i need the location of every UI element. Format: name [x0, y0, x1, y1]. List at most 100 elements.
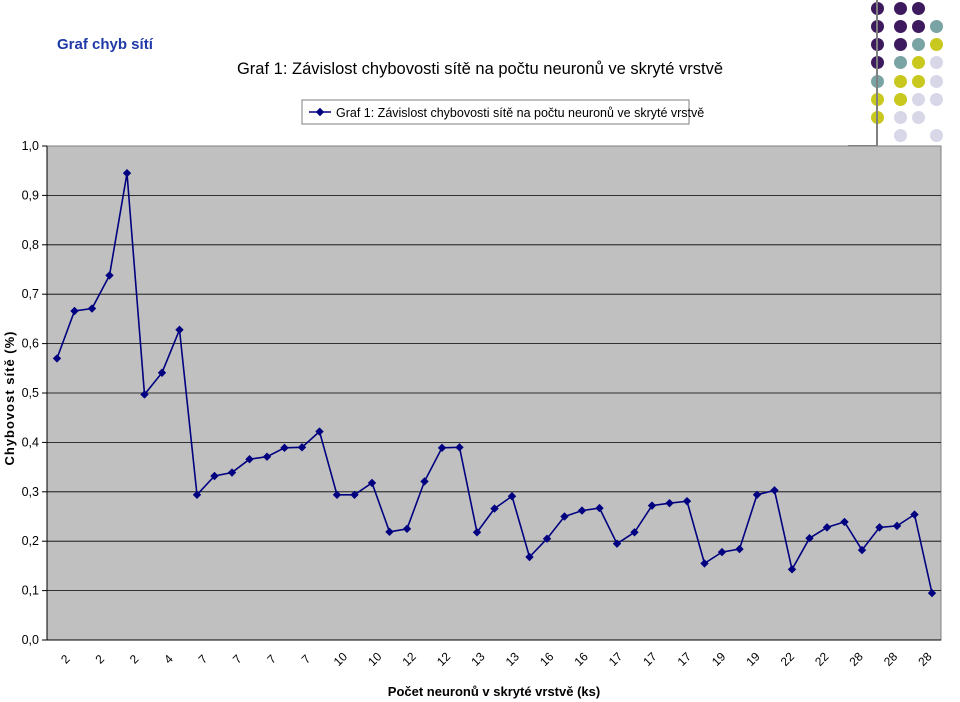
x-tick-label: 19	[743, 649, 763, 669]
data-point	[455, 443, 464, 452]
x-tick-label: 16	[537, 649, 557, 669]
data-point	[770, 486, 779, 495]
legend-marker-swatch	[315, 107, 325, 117]
data-point	[140, 390, 149, 399]
data-point	[227, 468, 237, 477]
data-point	[752, 490, 762, 499]
data-point	[735, 544, 744, 554]
data-point	[822, 523, 832, 532]
decor-dot-lavender	[930, 56, 943, 69]
decor-dot-purple	[912, 20, 925, 33]
x-axis-title: Počet neuronů v skryté vrstvě (ks)	[388, 684, 600, 699]
x-tick-label: 7	[264, 652, 279, 667]
data-point	[717, 547, 727, 557]
y-tick-label: 0,8	[22, 238, 39, 252]
x-tick-label: 12	[400, 649, 420, 669]
data-point	[647, 501, 657, 510]
x-tick-label: 2	[127, 652, 142, 667]
data-point	[280, 443, 289, 453]
data-point	[927, 588, 937, 598]
data-point	[420, 477, 429, 486]
decor-dot-olive	[912, 56, 925, 69]
data-point	[542, 534, 552, 543]
data-point	[437, 443, 447, 453]
decor-dot-purple	[912, 2, 925, 15]
y-tick-label: 0,0	[22, 633, 39, 647]
data-point	[192, 490, 202, 499]
x-tick-label: 28	[847, 649, 867, 669]
data-point	[682, 496, 692, 506]
x-tick-label: 2	[92, 652, 107, 667]
decor-dot-olive	[912, 75, 925, 88]
decor-dot-purple	[894, 20, 907, 33]
x-tick-label: 22	[812, 649, 832, 669]
y-tick-label: 0,6	[22, 337, 39, 351]
data-point	[805, 534, 814, 543]
y-tick-label: 0,1	[22, 584, 39, 598]
data-point	[385, 527, 394, 537]
data-point	[787, 565, 797, 574]
x-tick-label: 17	[606, 649, 626, 669]
data-point	[175, 325, 184, 334]
decor-dot-purple	[894, 2, 907, 15]
y-tick-label: 0,9	[22, 188, 39, 202]
data-point	[122, 168, 132, 178]
x-tick-label: 19	[709, 649, 729, 669]
chart-title: Graf 1: Závislost chybovosti sítě na poč…	[236, 60, 724, 78]
data-point	[560, 512, 569, 521]
data-point	[875, 523, 884, 532]
x-tick-label: 4	[161, 652, 176, 667]
data-point	[700, 559, 709, 568]
data-point	[577, 506, 587, 515]
decor-dot-lavender	[930, 129, 943, 142]
data-point	[332, 490, 342, 499]
decor-dot-lavender	[894, 111, 907, 124]
data-point	[525, 552, 534, 562]
data-point	[367, 478, 377, 488]
data-point	[507, 492, 517, 501]
x-tick-label: 10	[331, 649, 351, 669]
data-point	[87, 304, 97, 313]
data-point	[472, 528, 482, 537]
decorative-divider-vertical	[876, 0, 878, 147]
x-tick-label: 2	[58, 652, 73, 667]
x-tick-label: 28	[881, 649, 901, 669]
decor-dot-olive	[894, 93, 907, 106]
legend-label: Graf 1: Závislost chybovosti sítě na poč…	[336, 106, 704, 120]
data-point	[857, 545, 867, 555]
x-tick-label: 10	[365, 649, 385, 669]
data-point	[595, 503, 604, 513]
x-tick-label: 12	[434, 649, 454, 669]
y-tick-label: 0,2	[22, 534, 39, 548]
x-tick-label: 28	[915, 649, 935, 669]
decor-dot-lavender	[894, 129, 907, 142]
x-tick-label: 17	[675, 649, 695, 669]
x-tick-label: 7	[299, 652, 314, 667]
y-axis-title: Chybovost sítě (%)	[2, 330, 17, 465]
legend-box	[301, 99, 690, 125]
data-point	[210, 471, 219, 481]
decor-dot-purple	[894, 38, 907, 51]
x-tick-label: 13	[503, 649, 523, 669]
data-point	[315, 427, 324, 436]
y-tick-label: 0,5	[22, 386, 39, 400]
data-point	[52, 354, 62, 363]
x-tick-label: 22	[778, 649, 798, 669]
data-point	[630, 528, 639, 537]
data-point	[105, 271, 114, 280]
data-point	[157, 368, 167, 377]
y-tick-label: 1,0	[22, 139, 39, 153]
data-point	[612, 539, 622, 548]
y-tick-label: 0,7	[22, 287, 39, 301]
slide-title: Graf chyb sítí	[57, 36, 153, 53]
data-point	[910, 510, 919, 519]
data-point	[840, 517, 849, 527]
x-tick-label: 13	[468, 649, 488, 669]
data-point	[245, 454, 254, 464]
decor-dot-teal	[894, 56, 907, 69]
decor-dot-olive	[894, 75, 907, 88]
data-point	[892, 521, 902, 531]
data-point	[402, 524, 412, 534]
x-tick-label: 7	[230, 652, 245, 667]
